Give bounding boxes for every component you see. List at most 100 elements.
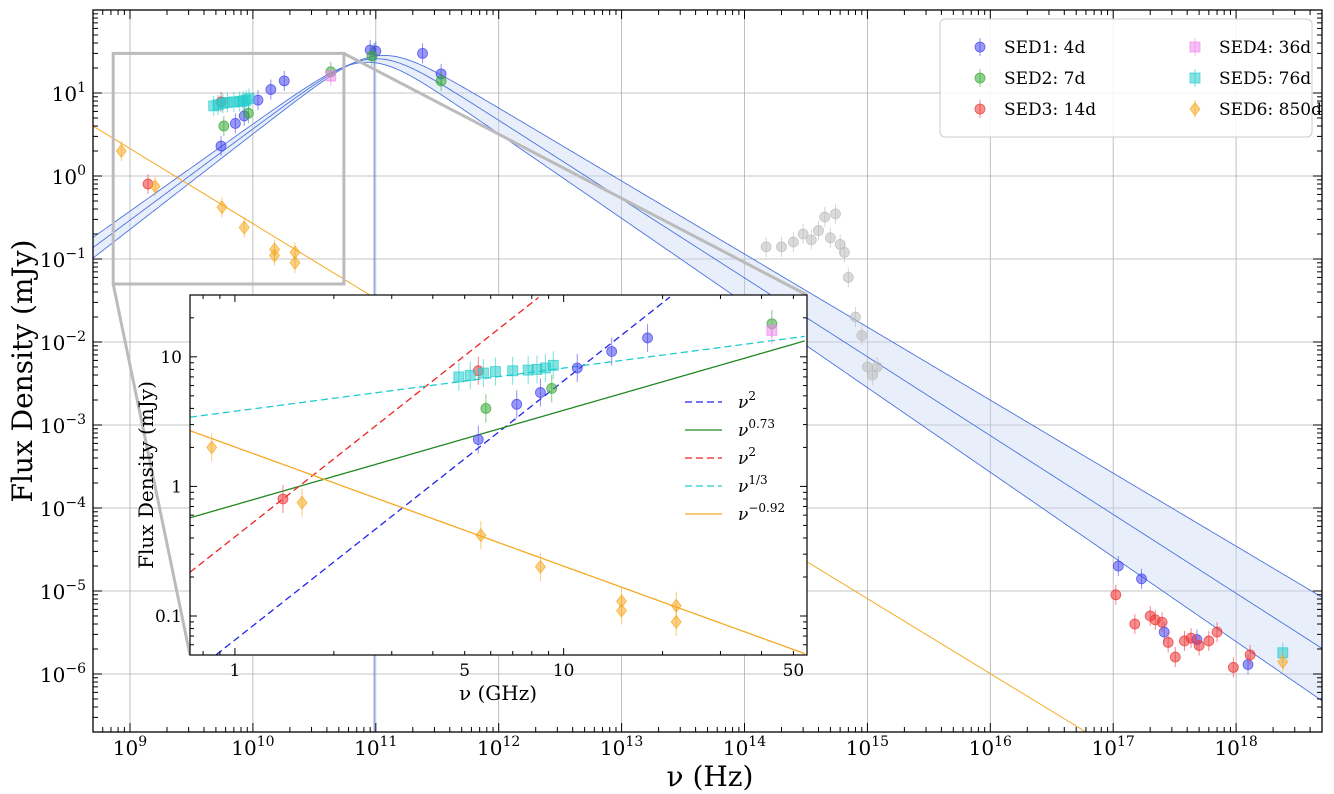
data-point xyxy=(819,211,831,223)
inset-plot-panel: 1 5 10 50 0.1 1 10 ν2 ν0.73 ν2 ν1/3 ν−0.92 ν (GHz)… xyxy=(134,294,808,705)
data-point xyxy=(974,103,986,115)
legend-label: SED2: 7d xyxy=(1004,69,1085,89)
inset-y-axis-label: Flux Density (mJy) xyxy=(134,381,158,569)
data-point xyxy=(805,234,817,246)
model-lower-line xyxy=(92,61,1323,702)
zoom-connector xyxy=(343,52,808,297)
data-point xyxy=(1169,651,1181,663)
data-point xyxy=(215,140,227,152)
data-point xyxy=(206,440,218,455)
data-point xyxy=(243,107,254,119)
x-tick-label: 1016 xyxy=(969,734,1012,760)
data-point xyxy=(534,559,546,574)
y-tick-label: 100 xyxy=(52,163,86,189)
data-point xyxy=(149,179,161,194)
inset-x-tick-label: 5 xyxy=(459,661,470,681)
data-point xyxy=(475,528,487,543)
data-point xyxy=(511,398,523,410)
inset-axis-ticks: 1 5 10 50 0.1 1 10 xyxy=(155,294,807,681)
x-tick-label: 109 xyxy=(113,734,147,760)
data-point xyxy=(760,241,772,253)
inset-y-tick-label: 0.1 xyxy=(155,607,182,627)
data-point xyxy=(216,200,228,215)
inset-x-tick-label: 50 xyxy=(783,661,805,681)
y-tick-label: 10−6 xyxy=(40,661,86,687)
data-point xyxy=(238,220,250,235)
x-tick-label: 1011 xyxy=(354,734,397,760)
data-point xyxy=(1162,637,1174,648)
data-point xyxy=(766,324,778,336)
data-point xyxy=(265,84,277,95)
x-tick-label: 1014 xyxy=(723,734,766,760)
data-point xyxy=(1189,41,1201,53)
data-point xyxy=(218,120,230,132)
data-point xyxy=(507,365,519,377)
inset-y-tick-label: 1 xyxy=(171,477,182,497)
y-tick-label: 10−4 xyxy=(40,495,86,521)
data-point xyxy=(1110,589,1122,601)
data-point xyxy=(269,248,281,263)
y-tick-label: 10−5 xyxy=(40,578,86,604)
data-point xyxy=(252,94,264,106)
data-point xyxy=(535,387,546,398)
legend-label: SED6: 850d xyxy=(1219,100,1322,120)
data-point xyxy=(606,346,618,357)
data-point xyxy=(797,228,809,240)
x-tick-label: 1010 xyxy=(231,734,274,760)
inset-legend-label: ν2 xyxy=(738,445,756,469)
fit-line xyxy=(189,340,805,519)
data-point xyxy=(366,50,378,62)
inset-data-points xyxy=(206,309,778,636)
data-point xyxy=(229,118,241,129)
data-point xyxy=(278,75,290,87)
data-point xyxy=(871,361,883,373)
inset-legend-label: ν2 xyxy=(738,389,756,413)
fit-line xyxy=(189,297,539,573)
data-point xyxy=(1129,618,1141,630)
y-tick-label: 10−1 xyxy=(40,246,86,272)
data-point xyxy=(277,493,289,505)
data-point xyxy=(1136,573,1147,585)
data-point xyxy=(417,47,428,59)
y-tick-label: 101 xyxy=(52,80,86,106)
main-y-axis-label: Flux Density (mJy) xyxy=(6,240,39,503)
data-point xyxy=(477,367,489,379)
data-point xyxy=(489,366,501,377)
legend-label: SED1: 4d xyxy=(1004,38,1085,58)
zoom-indicator xyxy=(111,51,808,656)
data-point xyxy=(1244,649,1256,661)
data-point xyxy=(776,241,787,253)
data-point xyxy=(289,255,301,270)
data-point xyxy=(850,311,861,323)
inset-x-axis-label: ν (GHz) xyxy=(459,681,537,705)
data-point xyxy=(670,614,682,630)
data-point xyxy=(464,369,476,381)
x-tick-label: 1017 xyxy=(1092,734,1135,760)
data-point xyxy=(642,332,653,344)
inset-plot-background xyxy=(190,295,807,655)
data-point xyxy=(1112,560,1124,572)
data-point xyxy=(1203,635,1215,647)
data-point xyxy=(546,383,558,394)
data-point xyxy=(547,359,559,371)
data-point xyxy=(1277,654,1289,670)
zoom-connector xyxy=(111,283,192,656)
zoom-rectangle xyxy=(111,51,346,286)
x-tick-label: 1012 xyxy=(477,734,520,760)
fit-line xyxy=(189,430,805,655)
model-upper-line xyxy=(92,54,1323,598)
y-tick-label: 10−2 xyxy=(40,329,86,355)
data-point xyxy=(788,236,799,248)
data-point xyxy=(453,371,465,383)
y-tick-label: 10−3 xyxy=(40,412,86,438)
data-point xyxy=(1189,101,1201,117)
inset-x-tick-label: 10 xyxy=(553,661,575,681)
data-point xyxy=(1193,640,1205,651)
legend: SED1: 4d SED2: 7d SED3: 14d SED4: 36d SED5: … xyxy=(939,18,1322,138)
data-point xyxy=(325,70,337,82)
data-point xyxy=(571,362,583,374)
data-point xyxy=(472,434,484,445)
inset-y-tick-label: 10 xyxy=(160,348,182,368)
data-point xyxy=(974,41,986,53)
